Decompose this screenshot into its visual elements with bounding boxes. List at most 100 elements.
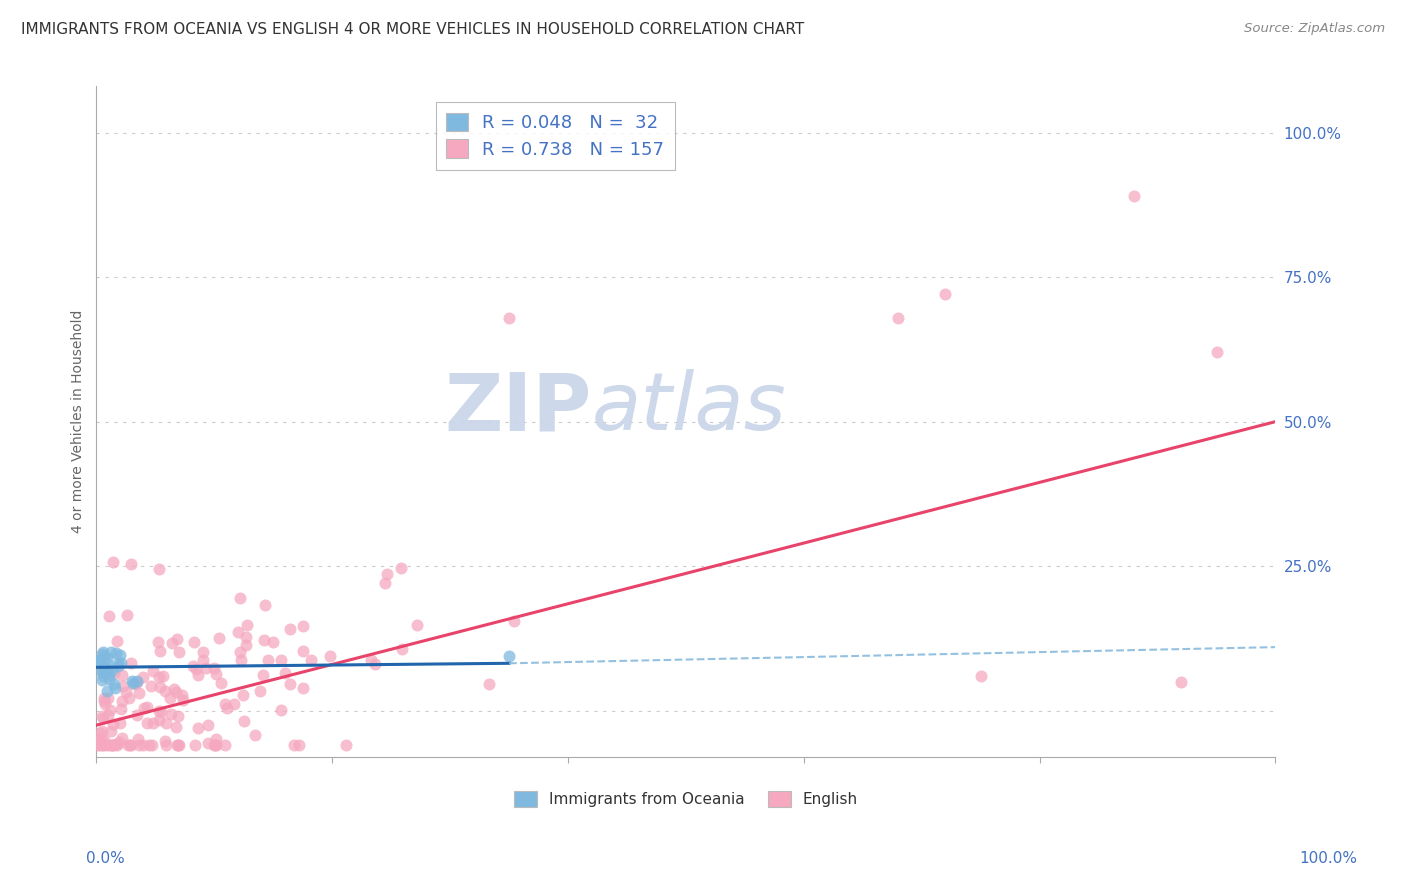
Point: [141, 739, 163, 753]
Point: [149, 680, 172, 694]
Point: [253, 633, 276, 648]
Point: [1123, 189, 1146, 203]
Point: [93, 691, 115, 706]
Point: [100, 723, 122, 738]
Point: [108, 648, 131, 662]
Point: [252, 668, 274, 682]
Point: [969, 669, 991, 683]
Point: [934, 287, 956, 301]
Point: [257, 653, 280, 667]
Point: [165, 685, 187, 699]
Point: [249, 684, 271, 698]
Point: [96, 683, 118, 698]
Point: [91, 669, 114, 683]
Point: [389, 560, 412, 574]
Point: [132, 670, 155, 684]
Point: [89, 734, 111, 748]
Point: [128, 739, 150, 753]
Point: [167, 709, 190, 723]
Point: [150, 706, 173, 720]
Point: [120, 739, 142, 753]
Point: [283, 739, 305, 753]
Point: [364, 657, 387, 672]
Point: [292, 644, 315, 658]
Point: [110, 656, 132, 670]
Point: [235, 630, 257, 644]
Point: [93, 694, 115, 708]
Point: [208, 631, 231, 645]
Point: [101, 663, 124, 677]
Point: [226, 625, 249, 640]
Point: [197, 718, 219, 732]
Point: [97, 691, 120, 706]
Text: Source: ZipAtlas.com: Source: ZipAtlas.com: [1244, 22, 1385, 36]
Point: [91, 673, 114, 687]
Point: [229, 644, 252, 658]
Point: [278, 622, 301, 636]
Point: [125, 708, 148, 723]
Point: [183, 635, 205, 649]
Point: [90, 737, 112, 751]
Point: [214, 697, 236, 711]
Point: [233, 714, 256, 729]
Point: [96, 650, 118, 665]
Point: [153, 683, 176, 698]
Point: [406, 618, 429, 632]
Point: [105, 634, 128, 648]
Point: [153, 733, 176, 747]
Point: [93, 660, 115, 674]
Point: [1205, 345, 1227, 359]
Point: [319, 649, 342, 664]
Point: [335, 739, 357, 753]
Point: [96, 656, 118, 670]
Point: [111, 668, 134, 682]
Point: [127, 675, 149, 690]
Point: [1170, 674, 1192, 689]
Point: [108, 735, 131, 749]
Point: [89, 739, 111, 753]
Point: [117, 739, 139, 753]
Point: [229, 591, 252, 605]
Point: [98, 704, 121, 718]
Point: [224, 697, 246, 711]
Point: [377, 566, 399, 581]
Point: [138, 739, 160, 753]
Point: [96, 739, 118, 753]
Point: [160, 636, 183, 650]
Point: [111, 679, 134, 693]
Point: [87, 654, 110, 668]
Point: [101, 555, 124, 569]
Point: [291, 619, 314, 633]
Point: [111, 694, 134, 708]
Point: [118, 739, 141, 753]
Point: [91, 723, 114, 738]
Point: [89, 726, 111, 740]
Point: [205, 666, 228, 681]
Point: [110, 702, 132, 716]
Point: [135, 715, 157, 730]
Point: [93, 733, 115, 747]
Point: [96, 661, 118, 675]
Point: [231, 652, 253, 666]
Point: [209, 675, 232, 690]
Point: [142, 664, 165, 678]
Point: [105, 739, 128, 753]
Point: [142, 716, 165, 731]
Point: [107, 657, 129, 671]
Point: [97, 672, 120, 686]
Point: [167, 645, 190, 659]
Point: [149, 644, 172, 658]
Point: [86, 654, 108, 668]
Point: [243, 728, 266, 742]
Point: [478, 677, 501, 691]
Point: [152, 669, 174, 683]
Point: [191, 645, 214, 659]
Text: atlas: atlas: [592, 369, 786, 447]
Point: [202, 739, 225, 753]
Point: [118, 690, 141, 705]
Point: [169, 739, 191, 753]
Point: [270, 653, 292, 667]
Point: [502, 614, 524, 628]
Text: 0.0%: 0.0%: [86, 852, 125, 866]
Point: [165, 720, 187, 734]
